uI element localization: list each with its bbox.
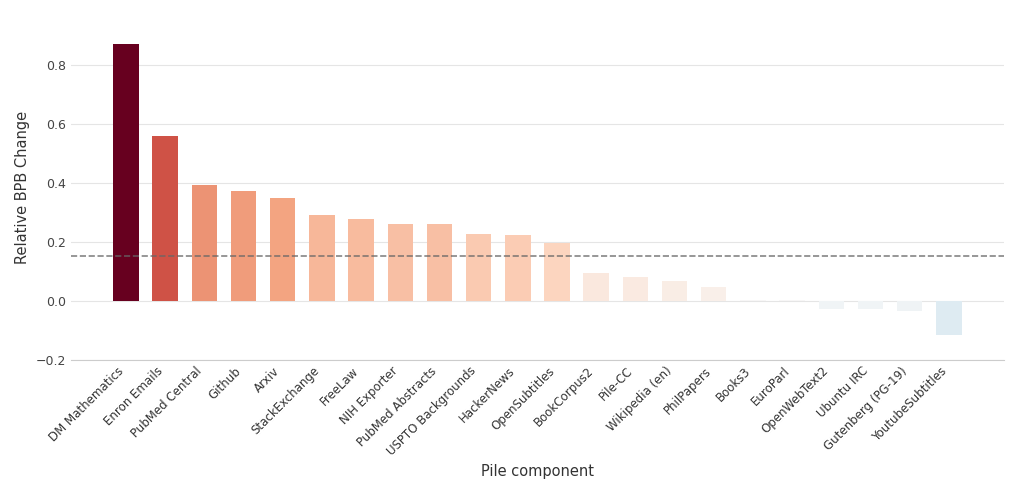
Bar — [348, 219, 374, 301]
Bar — [584, 273, 609, 301]
Bar — [740, 300, 765, 301]
Bar — [192, 185, 217, 301]
Bar — [897, 301, 922, 311]
Bar — [427, 224, 452, 301]
Bar — [701, 287, 727, 301]
Bar — [858, 301, 883, 309]
Bar — [661, 281, 687, 301]
X-axis label: Pile component: Pile component — [481, 464, 594, 479]
Bar — [466, 234, 491, 301]
Bar — [623, 277, 648, 301]
Bar — [309, 215, 334, 301]
Y-axis label: Relative BPB Change: Relative BPB Change — [15, 111, 30, 264]
Bar — [544, 243, 570, 301]
Bar — [113, 44, 139, 301]
Bar — [936, 301, 962, 334]
Bar — [818, 301, 844, 309]
Bar — [387, 224, 413, 301]
Bar — [270, 198, 296, 301]
Bar — [230, 191, 256, 301]
Bar — [153, 136, 178, 301]
Bar — [505, 235, 531, 301]
